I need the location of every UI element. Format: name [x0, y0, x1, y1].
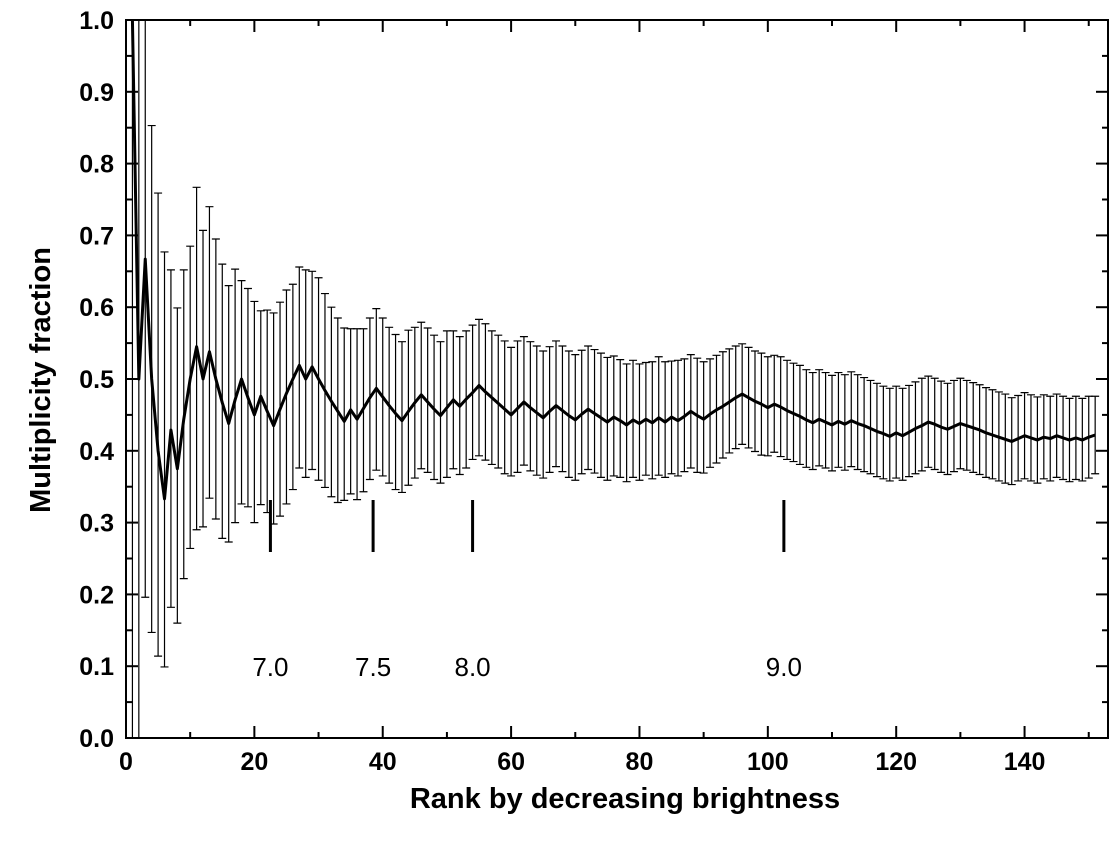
- error-bar: [301, 269, 310, 478]
- error-bar: [404, 329, 413, 486]
- y-tick-label: 0.9: [79, 79, 114, 107]
- x-tick-label: 120: [875, 748, 917, 776]
- error-bar: [673, 359, 682, 477]
- error-bar: [192, 186, 201, 531]
- y-tick-label: 0.7: [79, 222, 114, 250]
- error-bar: [808, 371, 817, 471]
- error-bar: [256, 310, 265, 506]
- error-bar: [288, 283, 297, 491]
- x-axis-title: Rank by decreasing brightness: [410, 783, 840, 815]
- x-tick-label: 80: [626, 748, 654, 776]
- y-tick-labels: 0.0 0.1 0.2 0.3 0.4 0.5 0.6 0.7 0.8 0.9 1.0: [79, 7, 114, 753]
- error-bar: [885, 387, 894, 482]
- error-bar: [224, 285, 233, 543]
- error-bar: [571, 353, 580, 481]
- magnitude-label: 7.0: [252, 652, 288, 682]
- error-bar: [828, 374, 837, 472]
- error-bar: [141, 20, 150, 598]
- magnitude-label: 9.0: [766, 652, 802, 682]
- magnitude-label: 7.5: [355, 652, 391, 682]
- error-bar: [436, 341, 445, 484]
- error-bar: [507, 346, 516, 477]
- y-tick-label: 0.3: [79, 510, 114, 538]
- error-bar: [308, 270, 317, 471]
- error-bar: [577, 349, 586, 475]
- error-bar: [532, 345, 541, 476]
- error-bar: [622, 363, 631, 483]
- x-tick-label: 140: [1004, 748, 1046, 776]
- multiplicity-fraction-line: [130, 20, 1096, 501]
- x-tick-labels: 0 20 40 60 80 100 120 140: [119, 748, 1045, 776]
- error-bar: [603, 356, 612, 481]
- y-tick-label: 0.6: [79, 294, 114, 322]
- y-tick-label: 0.8: [79, 151, 114, 179]
- error-bar: [661, 361, 670, 478]
- y-tick-label: 1.0: [79, 7, 114, 35]
- magnitude-markers: 7.0 7.5 8.0 9.0: [252, 500, 802, 682]
- error-bar: [397, 341, 406, 494]
- error-bar: [539, 350, 548, 479]
- y-tick-label: 0.2: [79, 581, 114, 609]
- error-bar: [552, 340, 561, 468]
- x-tick-label: 100: [747, 748, 789, 776]
- error-bar: [160, 251, 169, 668]
- error-bar: [616, 359, 625, 478]
- y-axis-title: Multiplicity fraction: [25, 247, 57, 513]
- x-tick-label: 40: [369, 748, 397, 776]
- axis-ticks: [125, 19, 1108, 739]
- error-bar: [596, 352, 605, 478]
- x-tick-label: 60: [497, 748, 525, 776]
- error-bar: [154, 192, 163, 657]
- error-bars: [128, 20, 1100, 738]
- y-tick-label: 0.1: [79, 653, 114, 681]
- error-bar: [186, 245, 195, 550]
- x-tick-label: 20: [240, 748, 268, 776]
- error-bar: [648, 361, 657, 480]
- error-bar: [590, 348, 599, 474]
- error-bar: [840, 374, 849, 471]
- y-tick-label: 0.0: [79, 725, 114, 753]
- magnitude-label: 8.0: [455, 652, 491, 682]
- error-bar: [340, 327, 349, 501]
- error-bar: [237, 280, 246, 505]
- error-bar: [654, 356, 663, 476]
- x-tick-label: 0: [119, 748, 133, 776]
- error-bar: [821, 371, 830, 469]
- y-tick-label: 0.4: [79, 438, 114, 466]
- y-tick-label: 0.5: [79, 366, 114, 394]
